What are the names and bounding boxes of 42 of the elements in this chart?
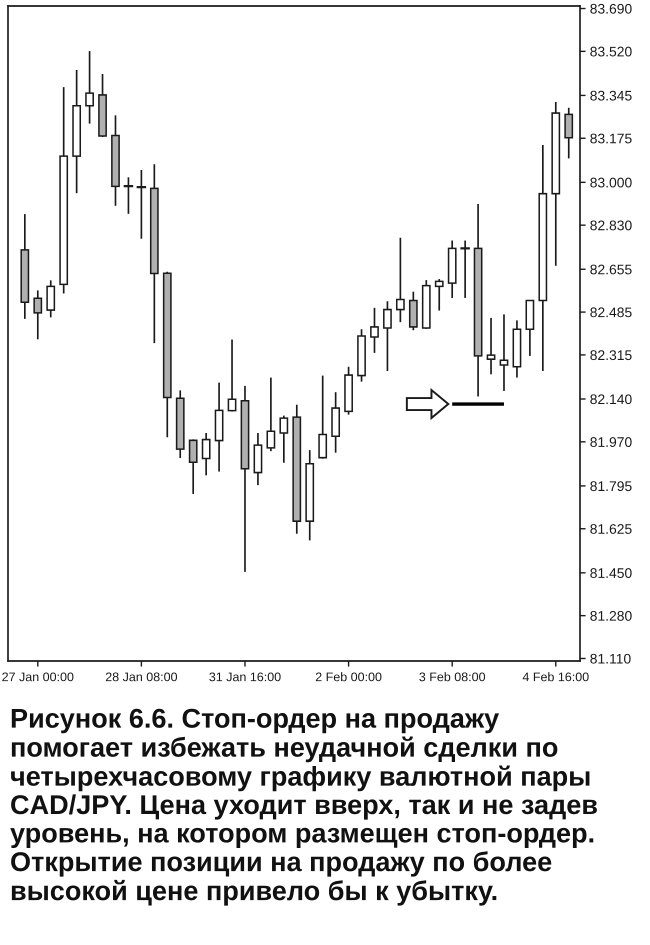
text: Рисунок 6.6. Стоп-ордер на продажу помогает избежать неудачной сделки по четырехчасовому графику валютной пары CAD/JPY. Цена уходит вверх, так и не задев уровень, на котором размещен стоп-ордер. Открытие позиции на продажу по более высокой цене привело бы к убытку. <box>10 708 597 906</box>
candlestick <box>266 376 276 452</box>
y-tick-label: 83.345 <box>590 90 632 101</box>
y-tick-label: 82.315 <box>590 350 632 360</box>
candlestick <box>228 338 236 412</box>
y-tick-label: 83.520 <box>590 46 632 57</box>
candlestick <box>370 306 379 354</box>
candlestick <box>383 300 392 372</box>
x-tick-label: 31 Jan 16:00 <box>209 672 281 682</box>
y-tick-label: 81.110 <box>590 654 631 664</box>
y-tick-label: 82.485 <box>590 307 632 318</box>
y-tick-label: 82.830 <box>590 220 632 230</box>
candlestick <box>396 236 405 323</box>
candlestick <box>318 374 328 460</box>
x-tick-label: 28 Jan 08:00 <box>106 672 178 682</box>
x-tick-label: 27 Jan 00:00 <box>2 672 74 682</box>
y-tick-label: 83.000 <box>590 178 632 188</box>
y-tick-label: 83.175 <box>590 134 632 144</box>
y-tick-label: 83.690 <box>590 4 632 14</box>
candlestick <box>564 106 574 160</box>
candlestick <box>202 432 211 476</box>
candlestick <box>500 314 508 392</box>
y-tick-label: 82.655 <box>590 264 632 274</box>
candlestick <box>188 438 198 495</box>
candlestick <box>136 169 146 240</box>
x-tick-label: 4 Feb 16:00 <box>522 672 589 682</box>
candlestick <box>486 317 496 376</box>
y-tick-label: 81.625 <box>590 524 632 534</box>
candlestick <box>460 240 470 299</box>
y-tick-label: 81.970 <box>590 437 632 447</box>
candlestick <box>124 176 134 215</box>
candlestick <box>279 414 288 464</box>
y-tick-label: 81.450 <box>590 568 632 578</box>
candlestick <box>85 50 94 124</box>
y-tick-label: 81.795 <box>590 481 632 492</box>
candlestick <box>33 290 42 340</box>
candlestick <box>46 280 56 318</box>
y-tick-label: 81.280 <box>590 610 632 621</box>
candlestick <box>434 278 444 312</box>
x-tick-label: 2 Feb 00:00 <box>316 672 382 682</box>
x-tick-label: 3 Feb 08:00 <box>419 672 486 682</box>
y-tick-label: 82.140 <box>590 394 632 404</box>
